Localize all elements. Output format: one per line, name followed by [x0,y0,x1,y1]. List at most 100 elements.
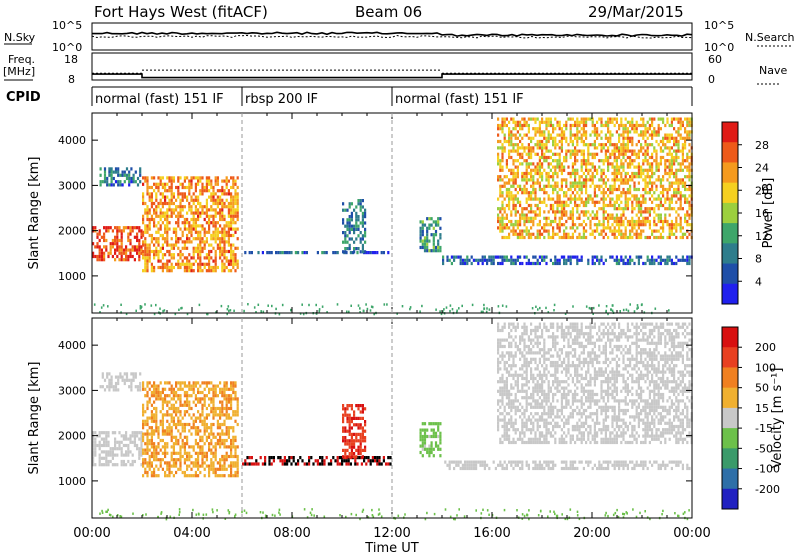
power-cell [146,262,149,266]
velocity-cell [144,467,147,471]
power-speckle [409,307,411,311]
velocity-cell [455,460,458,464]
power-cell [514,229,517,233]
power-cell [175,205,178,209]
power-cell [208,230,211,234]
power-cell [514,175,517,179]
power-cell [183,246,186,250]
velocity-cell [210,438,213,443]
velocity-cell [212,400,215,404]
velocity-cell [344,407,347,411]
velocity-cell [516,460,519,464]
power-cell [172,176,175,180]
power-cell [197,224,200,228]
power-cell [534,187,537,192]
power-cell [236,214,239,218]
power-cell [236,265,239,270]
power-cell [236,195,239,199]
power-cell [505,203,508,208]
power-cell [662,226,665,230]
power-cell [670,123,673,128]
velocity-cell [177,438,180,443]
power-cell [205,253,208,257]
power-cell [635,130,638,134]
power-cell [199,179,202,183]
power-cell [543,258,546,262]
velocity-cell [150,390,153,395]
power-cell [201,227,204,231]
power-cell [232,195,235,199]
power-cell [622,143,625,147]
velocity-cell [132,378,135,382]
power-cell [432,226,435,230]
power-cell [221,246,224,250]
power-cell [132,176,135,181]
power-cell [569,171,572,176]
power-cell [659,178,662,182]
power-cell [168,214,171,218]
power-cell [157,182,160,186]
power-cell [624,178,627,182]
power-cell [208,208,211,212]
velocity-cell [432,447,435,451]
power-cell [560,203,563,208]
power-cell [545,159,548,163]
power-cell [205,176,208,180]
power-cell [585,187,588,192]
velocity-cell [175,458,178,462]
power-cell [574,223,577,227]
velocity-cell [197,464,200,468]
power-cell [668,258,671,262]
power-cell [593,200,596,204]
power-cell [227,201,230,206]
power-speckle [622,308,625,312]
power-cell [629,139,632,144]
power-cell [565,127,568,131]
power-cell [153,243,156,247]
power-cell [536,232,539,236]
power-cell [609,203,612,208]
power-cell [139,170,142,174]
velocity-cell [157,429,160,433]
velocity-cell [166,394,169,398]
power-cell [508,219,511,224]
velocity-cell [348,452,351,456]
power-cell [576,168,579,172]
power-cell [133,226,136,230]
power-cell [192,201,195,206]
power-cell [250,251,253,255]
power-cell [622,133,625,137]
velocity-cell [203,416,206,420]
noise-left-tick-low: 10^0 [52,41,82,54]
power-cell [508,127,511,131]
velocity-cell [219,400,222,404]
velocity-cell [232,461,235,465]
velocity-cell [140,453,143,457]
power-cell [525,175,528,179]
power-cell [560,165,563,169]
power-cell [613,181,616,185]
power-cell [345,251,348,255]
power-cell [659,127,662,131]
power-cell [571,171,574,176]
power-cell [166,221,169,225]
velocity-cell [166,426,169,430]
velocity-cell [148,416,151,420]
power-cell [216,227,219,231]
velocity-cell [203,419,206,423]
velocity-cell [361,432,364,436]
power-cell [567,216,570,220]
power-cell [631,178,634,182]
power-cell [159,214,162,218]
power-cell [521,216,524,220]
power-cell [512,117,515,121]
power-cell [644,123,647,128]
power-cell [620,143,623,147]
velocity-cell [98,456,101,460]
velocity-cell [199,419,202,423]
power-cell [166,214,169,218]
power-cell [648,210,651,214]
velocity-cell [428,422,431,426]
power-cell [637,133,640,137]
power-cell [662,191,665,195]
